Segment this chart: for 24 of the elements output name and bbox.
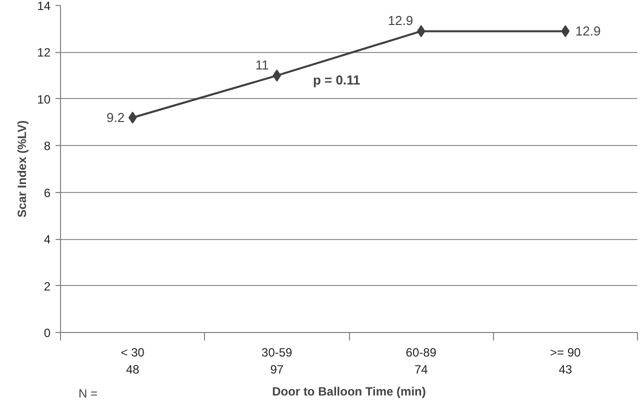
data-label: 12.9 [575,24,601,39]
x-tick-label: < 30 48 [120,346,145,376]
data-label: 12.9 [388,13,414,28]
y-tick-label: 14 [37,0,51,13]
x-axis-title: Door to Balloon Time (min) [272,384,426,398]
x-tick-label: 30-59 97 [262,346,293,376]
point [416,25,426,38]
y-tick-label: 0 [44,326,51,340]
x-tick-label: 60-89 74 [406,346,437,376]
y-tick-label: 2 [44,279,51,294]
y-tick-label: 8 [44,139,51,154]
data-label: 11 [255,58,269,73]
y-tick-label: 12 [37,46,51,60]
y-tick-label: 10 [37,92,51,106]
point [128,112,137,124]
x-tick-label: >= 90 43 [550,346,582,376]
text: N = [78,386,98,400]
y-tick-label: 6 [44,186,51,200]
y-axis-title: Scar Index (%LV) [15,120,30,218]
y-tick-label: 4 [44,232,51,247]
data-label: 9.2 [106,110,125,126]
annotation: p = 0.11 [312,72,360,88]
point [561,25,570,38]
point [272,70,282,82]
